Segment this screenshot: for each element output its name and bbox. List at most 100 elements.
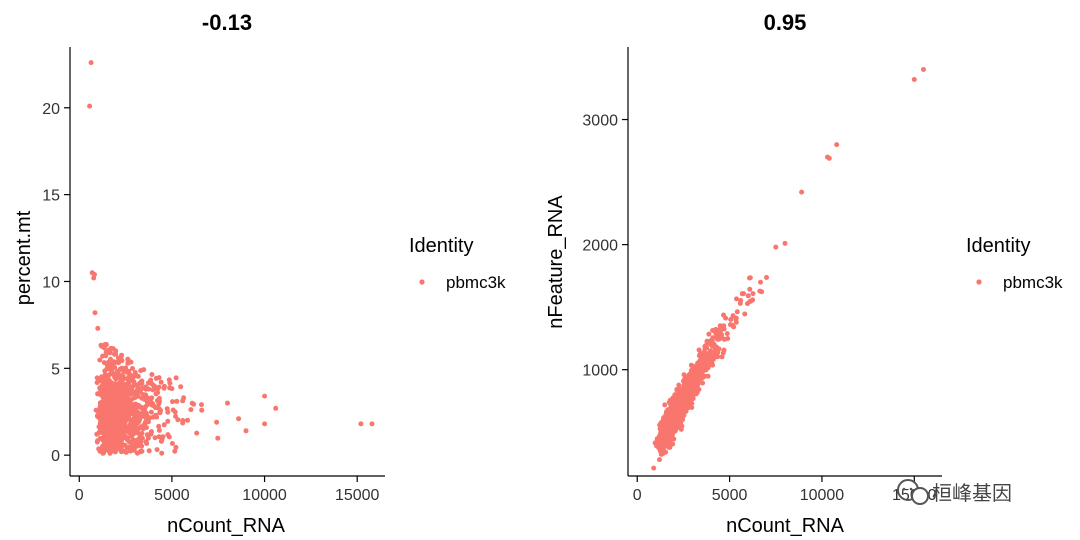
data-point xyxy=(134,438,140,444)
data-point xyxy=(166,377,172,383)
data-point xyxy=(662,433,668,439)
data-point xyxy=(697,351,703,357)
data-point xyxy=(243,428,249,434)
x-tick-label: 5000 xyxy=(712,487,748,504)
data-point xyxy=(669,418,675,424)
data-point xyxy=(702,362,707,368)
data-point xyxy=(714,345,720,351)
data-point xyxy=(133,427,139,432)
data-point xyxy=(225,400,230,406)
data-point xyxy=(113,348,119,354)
data-point xyxy=(139,395,145,401)
data-point xyxy=(103,353,109,359)
x-tick-label: 5000 xyxy=(154,487,190,504)
data-point xyxy=(745,293,751,299)
data-point xyxy=(106,392,112,397)
data-point xyxy=(134,417,140,423)
data-point xyxy=(658,440,664,446)
data-point xyxy=(110,370,116,376)
data-point xyxy=(172,409,178,415)
panel2-legend: Identity pbmc3k xyxy=(966,235,1063,292)
panel2-title: 0.95 xyxy=(764,10,807,35)
data-point xyxy=(758,279,763,285)
y-tick-label: 0 xyxy=(51,448,60,465)
data-point xyxy=(100,388,105,394)
data-point xyxy=(106,385,112,391)
panel2-y-axis-title: nFeature_RNA xyxy=(545,195,567,329)
panel2-legend-label: pbmc3k xyxy=(1003,273,1063,292)
data-point xyxy=(236,416,242,422)
data-point xyxy=(105,366,111,372)
data-point xyxy=(97,357,103,363)
data-point xyxy=(369,421,375,427)
data-point xyxy=(705,373,711,379)
data-point xyxy=(153,375,159,381)
data-point xyxy=(98,409,104,415)
data-point xyxy=(676,382,682,388)
data-point xyxy=(111,418,116,423)
data-point xyxy=(159,450,165,456)
data-point xyxy=(140,385,146,391)
data-point xyxy=(764,275,769,280)
data-point xyxy=(109,398,115,404)
data-point xyxy=(127,391,133,397)
data-point xyxy=(146,419,151,425)
data-point xyxy=(826,155,832,161)
data-point xyxy=(114,437,120,443)
data-point xyxy=(145,435,151,441)
data-point xyxy=(710,352,716,358)
data-point xyxy=(156,423,162,429)
data-point xyxy=(696,387,702,392)
data-point xyxy=(734,309,740,315)
data-point xyxy=(676,386,682,392)
panel1-y-axis-title: percent.mt xyxy=(13,210,35,305)
data-point xyxy=(94,439,100,445)
data-point xyxy=(185,417,190,423)
panel2-x-axis-title: nCount_RNA xyxy=(726,515,845,537)
data-point xyxy=(678,395,684,401)
panel2-legend-title: Identity xyxy=(966,235,1030,257)
data-point xyxy=(215,435,221,441)
data-point xyxy=(135,386,140,392)
data-point xyxy=(155,405,161,411)
data-point xyxy=(658,430,664,436)
data-point xyxy=(699,357,705,363)
data-point xyxy=(664,415,670,421)
data-point xyxy=(710,362,716,368)
data-point xyxy=(660,448,666,454)
data-point xyxy=(664,423,670,429)
data-point xyxy=(120,432,126,438)
data-point xyxy=(95,325,101,331)
data-point xyxy=(262,421,268,427)
data-point xyxy=(696,347,702,353)
data-point xyxy=(135,411,141,416)
data-point xyxy=(721,326,727,332)
data-point xyxy=(657,426,663,432)
data-point xyxy=(109,432,115,438)
data-point xyxy=(139,448,145,454)
data-point xyxy=(725,336,731,341)
data-point xyxy=(214,419,220,425)
data-point xyxy=(101,360,107,366)
data-point xyxy=(153,412,159,418)
data-point xyxy=(152,435,158,441)
data-point xyxy=(180,398,186,404)
data-point xyxy=(173,375,179,381)
data-point xyxy=(141,422,147,428)
data-point xyxy=(188,407,194,413)
data-point xyxy=(119,366,125,372)
data-point xyxy=(687,392,693,398)
data-point xyxy=(759,289,765,295)
data-point xyxy=(105,428,111,434)
data-point xyxy=(144,402,150,408)
data-point xyxy=(152,386,158,392)
data-point xyxy=(724,331,730,337)
panel1-legend: Identity pbmc3k xyxy=(409,235,506,292)
data-point xyxy=(148,409,154,415)
data-point xyxy=(134,405,139,411)
data-point xyxy=(707,358,713,364)
data-point xyxy=(911,77,917,82)
panel1-title: -0.13 xyxy=(202,10,252,35)
panel2-ticks: 050001000015000100020003000 xyxy=(582,113,936,504)
